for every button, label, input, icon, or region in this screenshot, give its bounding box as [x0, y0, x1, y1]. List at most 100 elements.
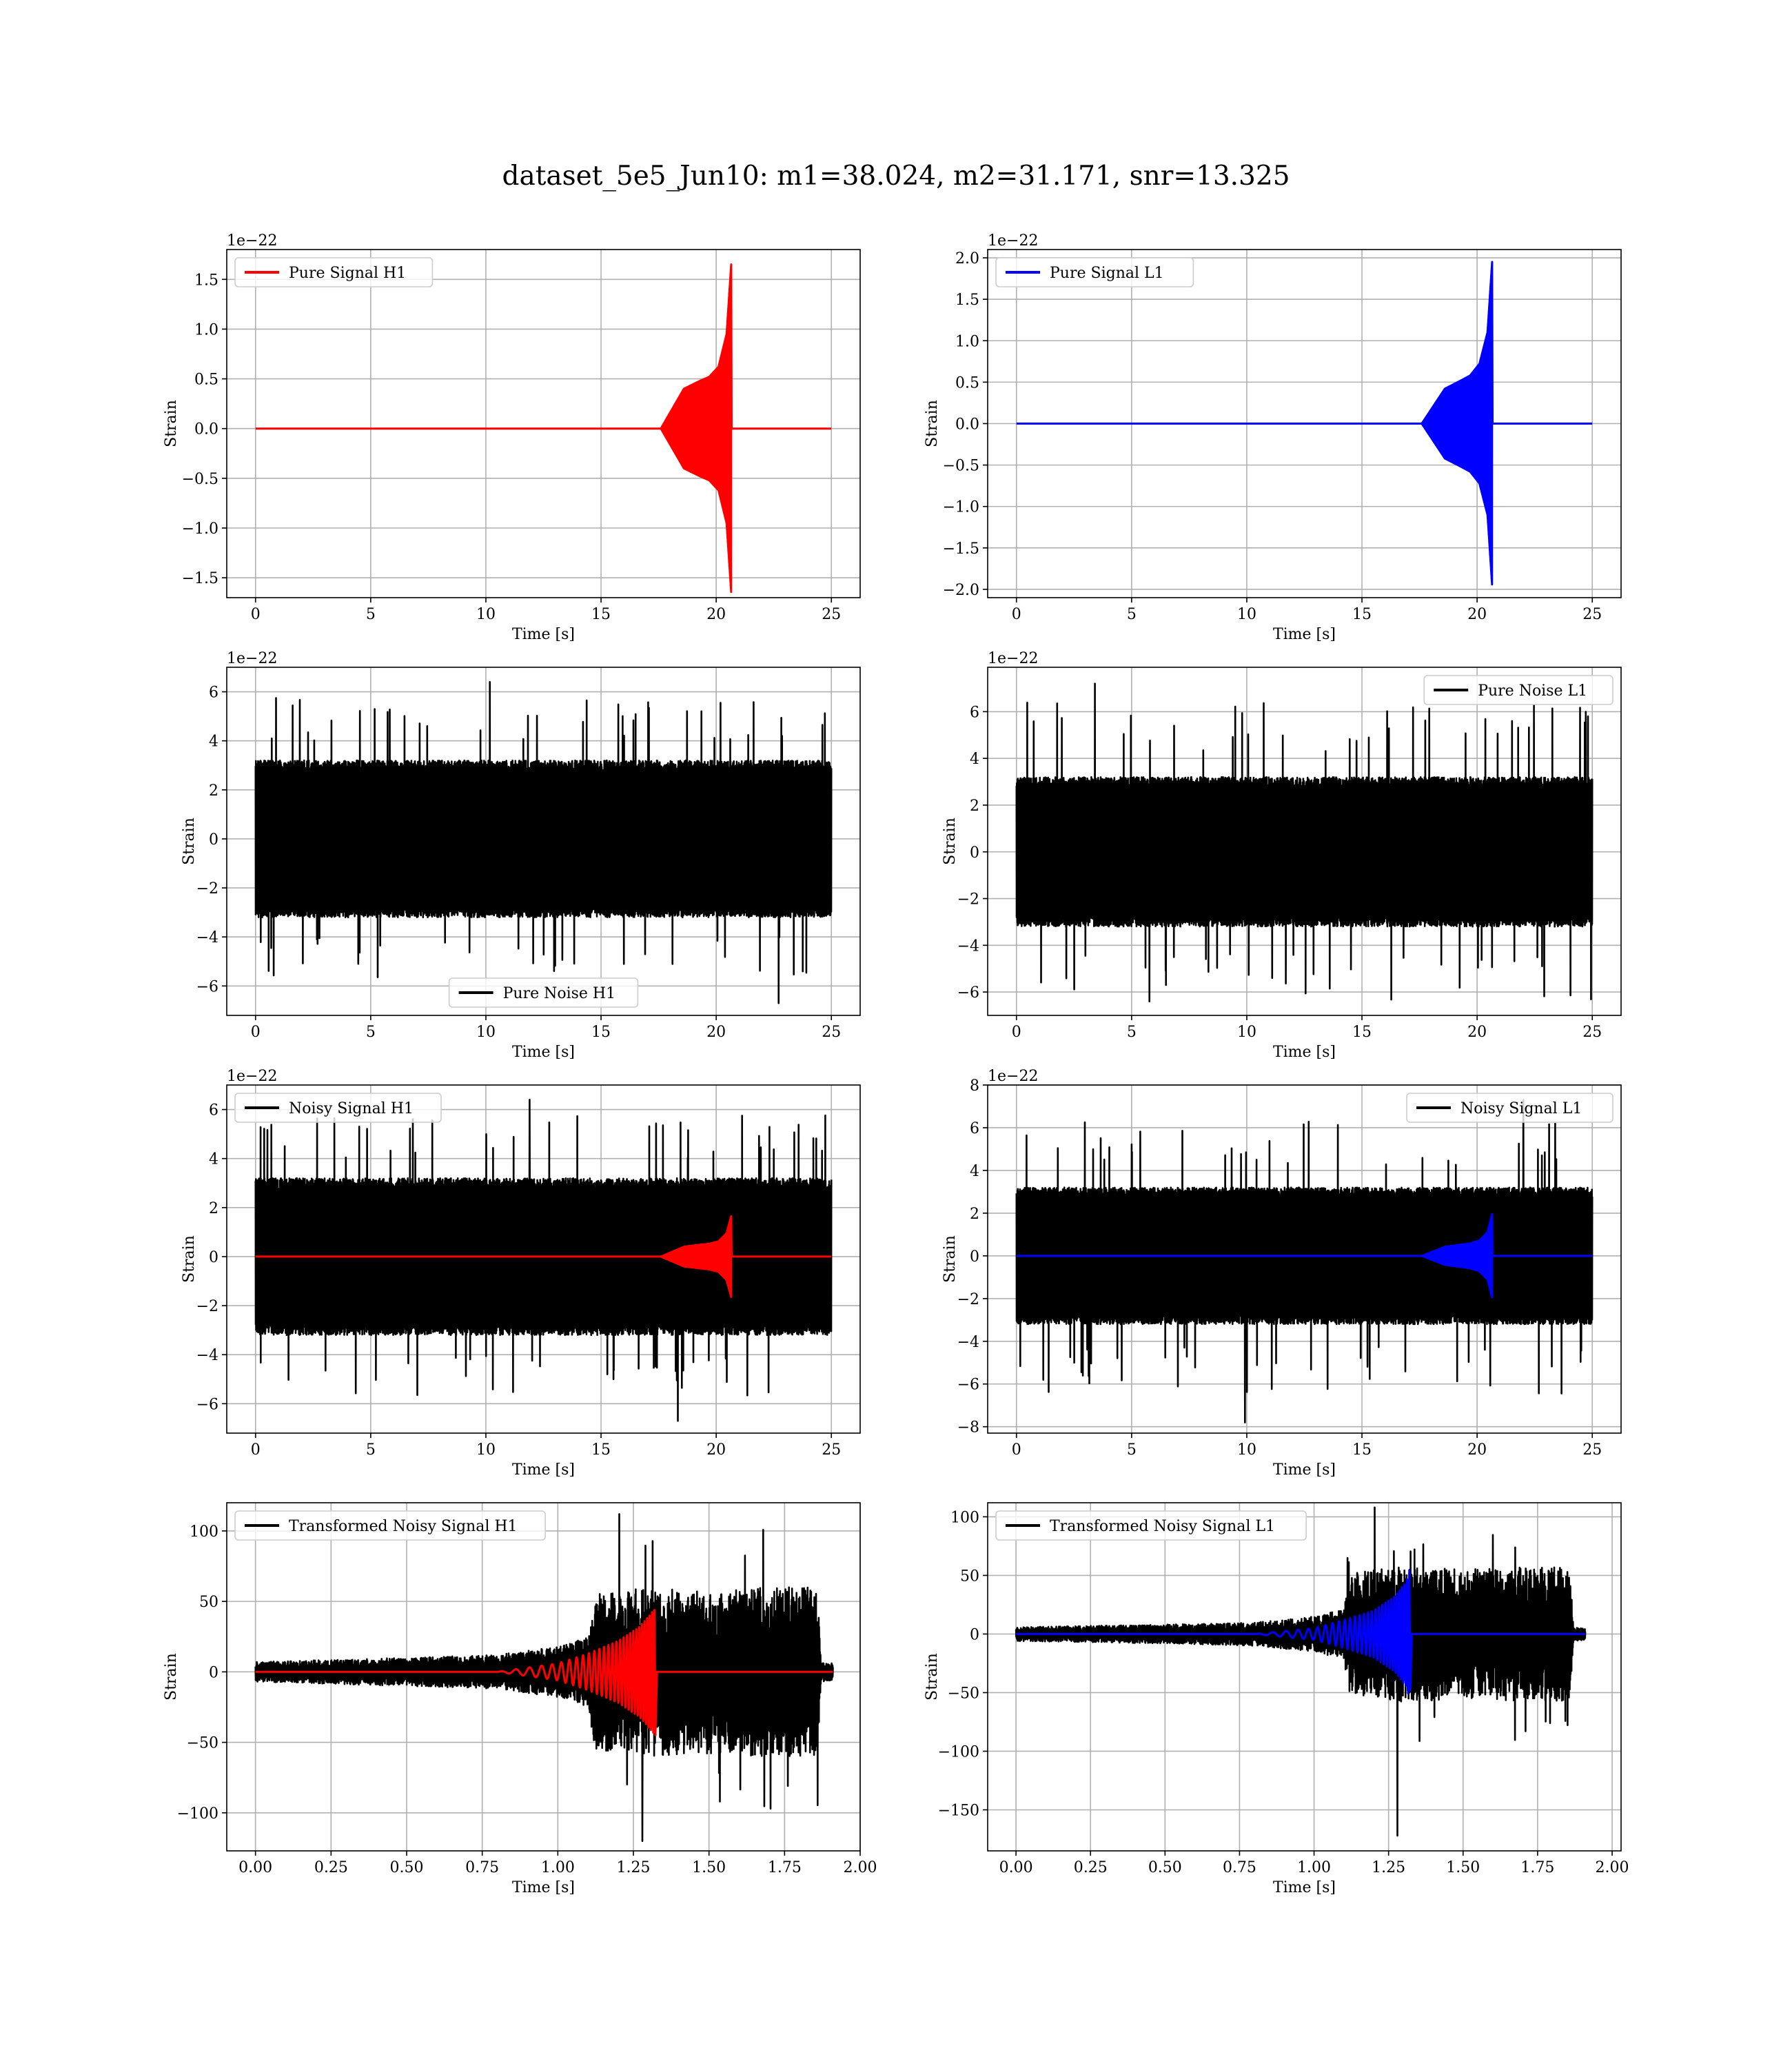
x-tick-label: 25 — [822, 606, 841, 623]
series-noisy-signal-l1 — [1015, 1099, 1594, 1423]
x-axis-label: Time [s] — [1273, 1879, 1336, 1896]
legend-label: Pure Signal L1 — [1050, 265, 1164, 282]
subplot-7: 0.00 0.25 0.50 0.75 1.00 1.25 1.50 1.75 2.00 −100… — [163, 1502, 877, 1896]
ticks: 0 5 10 15 20 25 −1.5 −1.0 −0.5 0.0 0.5 1.0 1.5 — [182, 272, 842, 623]
ticks: 0 5 10 15 20 25 −6 −4 −2 0 2 4 6 — [957, 704, 1602, 1041]
legend: Noisy Signal L1 — [1406, 1093, 1613, 1123]
y-tick-label: 6 — [970, 704, 979, 721]
y-tick-label: 2.0 — [955, 250, 979, 267]
x-tick-label: 25 — [1582, 1441, 1602, 1459]
subplot-3: 0 5 10 15 20 25 −6 −4 −2 0 2 4 6 Time [s] Strain 1e−22 P… — [181, 650, 861, 1061]
x-tick-label: 10 — [1237, 1441, 1256, 1459]
offset-text: 1e−22 — [988, 232, 1038, 250]
axes-frame — [987, 1084, 1622, 1434]
series-pure-noise-l1 — [1015, 682, 1594, 1002]
y-tick-label: −2 — [196, 1298, 218, 1315]
y-tick-label: −8 — [957, 1419, 979, 1437]
x-tick-label: 0.00 — [999, 1859, 1033, 1876]
x-tick-label: 1.00 — [1297, 1859, 1331, 1876]
offset-text: 1e−22 — [227, 1068, 277, 1085]
legend: Pure Noise L1 — [1423, 675, 1613, 705]
x-tick-label: 1.75 — [1520, 1859, 1554, 1876]
y-tick-label: −4 — [957, 937, 979, 955]
x-tick-label: 10 — [476, 1441, 496, 1459]
legend-frame — [234, 1093, 442, 1123]
offset-text: 1e−22 — [988, 1068, 1038, 1085]
x-tick-label: 20 — [1467, 606, 1487, 623]
y-tick-label: −100 — [938, 1743, 979, 1761]
y-tick-label: −4 — [957, 1334, 979, 1351]
x-tick-label: 25 — [1582, 606, 1602, 623]
x-tick-label: 0 — [251, 1441, 261, 1459]
y-tick-label: 0.0 — [955, 416, 979, 434]
y-tick-label: 0 — [209, 1249, 218, 1266]
ticks: 0.00 0.25 0.50 0.75 1.00 1.25 1.50 1.75 2.00 −100… — [177, 1523, 877, 1876]
y-tick-label: 8 — [970, 1077, 979, 1095]
x-tick-label: 1.50 — [1446, 1859, 1480, 1876]
y-tick-label: 2 — [970, 798, 979, 815]
ticks: 0 5 10 15 20 25 −6 −4 −2 0 2 4 6 — [196, 685, 842, 1041]
legend: Noisy Signal H1 — [234, 1093, 442, 1123]
x-tick-label: 1.75 — [768, 1859, 802, 1876]
x-tick-label: 5 — [1127, 606, 1137, 623]
x-tick-label: 5 — [366, 1024, 376, 1041]
x-axis-label: Time [s] — [1273, 1461, 1336, 1479]
axes-frame — [987, 1502, 1622, 1852]
y-tick-label: 1.5 — [194, 272, 218, 289]
x-axis-label: Time [s] — [512, 626, 575, 643]
y-tick-label: 0.5 — [194, 372, 218, 389]
series-pure-signal-h1 — [255, 263, 832, 594]
subplot-2: 0 5 10 15 20 25 −2.0 −1.5 −1.0 −0.5 0.0 0.5 1.0 1.5 2.… — [924, 232, 1622, 643]
y-tick-label: −100 — [177, 1805, 218, 1823]
x-axis-label: Time [s] — [512, 1461, 575, 1479]
legend-label: Pure Noise L1 — [1478, 682, 1587, 700]
axes-frame — [226, 1084, 861, 1434]
y-tick-label: −4 — [196, 929, 218, 946]
y-tick-label: 6 — [209, 685, 218, 702]
y-tick-label: 6 — [970, 1120, 979, 1137]
x-tick-label: 2.00 — [1596, 1859, 1629, 1876]
axes-frame — [226, 249, 861, 598]
legend-label: Pure Noise H1 — [503, 985, 616, 1002]
offset-text: 1e−22 — [227, 650, 277, 667]
x-axis-label: Time [s] — [512, 1044, 575, 1061]
series-chirp-overlay — [1016, 1213, 1593, 1299]
x-tick-label: 0.75 — [1223, 1859, 1256, 1876]
x-tick-label: 25 — [1582, 1024, 1602, 1041]
y-axis-label: Strain — [941, 1235, 959, 1283]
y-tick-label: −1.5 — [182, 570, 218, 587]
y-axis-label: Strain — [941, 818, 959, 865]
axes-frame — [987, 667, 1622, 1016]
y-tick-label: −6 — [196, 978, 218, 995]
y-tick-label: −6 — [196, 1396, 218, 1413]
x-tick-label: 15 — [591, 1024, 611, 1041]
x-tick-label: 1.00 — [541, 1859, 575, 1876]
y-tick-label: −1.0 — [182, 520, 218, 538]
x-tick-label: 10 — [476, 606, 496, 623]
figure-title: dataset_5e5_Jun10: m1=38.024, m2=31.171,… — [502, 161, 1290, 192]
y-axis-label: Strain — [181, 818, 198, 865]
x-tick-label: 15 — [1352, 1441, 1372, 1459]
y-tick-label: 0 — [970, 844, 979, 862]
legend-frame — [234, 257, 434, 287]
y-axis-label: Strain — [181, 1235, 198, 1283]
y-tick-label: 2 — [970, 1206, 979, 1223]
legend-label: Transformed Noisy Signal L1 — [1050, 1518, 1275, 1535]
x-tick-label: 20 — [706, 606, 726, 623]
y-tick-label: 0.0 — [194, 421, 218, 438]
y-tick-label: 1.0 — [955, 333, 979, 350]
legend: Transformed Noisy Signal H1 — [234, 1510, 547, 1541]
x-tick-label: 0 — [1012, 1441, 1021, 1459]
x-axis-label: Time [s] — [1273, 626, 1336, 643]
ticks: 0 5 10 15 20 25 −2.0 −1.5 −1.0 −0.5 0.0 0.5 1.0 1.5 2.… — [943, 250, 1602, 623]
x-axis-label: Time [s] — [512, 1879, 575, 1896]
x-tick-label: 1.25 — [1372, 1859, 1405, 1876]
x-tick-label: 20 — [706, 1441, 726, 1459]
grid — [227, 250, 860, 598]
x-tick-label: 5 — [366, 1441, 376, 1459]
legend-label: Pure Signal H1 — [289, 265, 406, 282]
y-tick-label: −0.5 — [943, 458, 979, 475]
legend: Pure Signal H1 — [234, 257, 434, 287]
y-tick-label: 2 — [209, 1200, 218, 1217]
